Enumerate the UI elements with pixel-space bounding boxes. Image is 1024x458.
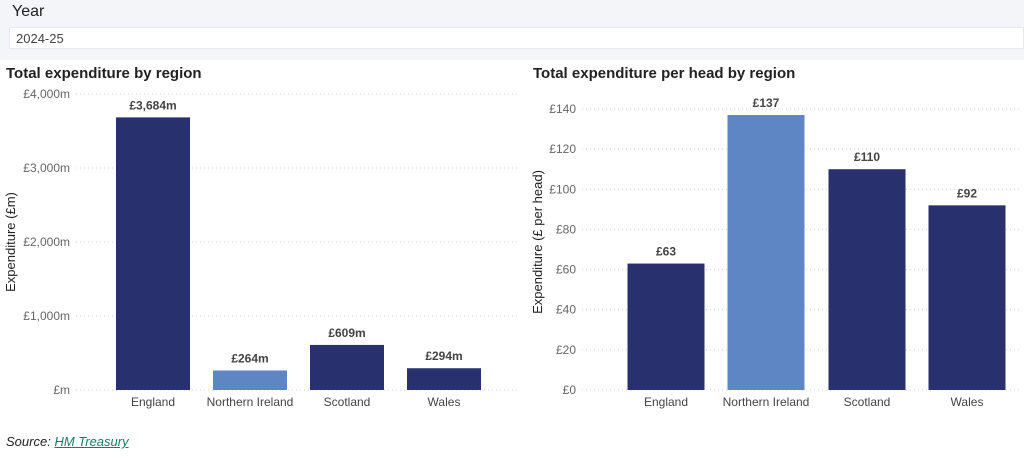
data-label: £110: [854, 150, 880, 164]
y-tick-label: £2,000m: [23, 235, 70, 249]
source-label: Source:: [6, 434, 51, 449]
bar-wales: [407, 368, 481, 390]
x-tick-label: England: [644, 395, 688, 409]
y-tick-label: £0: [563, 383, 577, 397]
y-tick-label: £80: [556, 222, 576, 236]
data-label: £92: [957, 186, 977, 200]
data-label: £63: [656, 245, 676, 259]
y-tick-label: £120: [549, 142, 576, 156]
data-label: £294m: [425, 349, 462, 363]
y-tick-label: £20: [556, 343, 576, 357]
y-tick-label: £140: [549, 102, 576, 116]
data-label: £137: [753, 96, 780, 110]
source-note: Source: HM Treasury: [6, 434, 129, 449]
bar-northern-ireland: [727, 115, 805, 391]
bar-wales: [928, 205, 1006, 390]
y-tick-label: £3,000m: [23, 161, 70, 175]
bar-scotland: [828, 169, 906, 390]
x-tick-label: Wales: [428, 395, 461, 409]
y-tick-label: £4,000m: [23, 87, 70, 101]
bar-england: [627, 263, 705, 390]
x-tick-label: Northern Ireland: [723, 395, 810, 409]
y-tick-label: £100: [549, 182, 576, 196]
x-tick-label: England: [131, 395, 175, 409]
data-label: £609m: [328, 326, 365, 340]
bar-england: [116, 117, 190, 390]
x-tick-label: Scotland: [324, 395, 371, 409]
y-tick-label: £60: [556, 263, 576, 277]
year-select[interactable]: 2024-25: [9, 27, 1024, 49]
bar-northern-ireland: [213, 370, 287, 390]
y-axis-label: Expenditure (£ per head): [530, 170, 545, 314]
x-tick-label: Scotland: [844, 395, 891, 409]
y-tick-label: £m: [53, 383, 70, 397]
x-tick-label: Northern Ireland: [207, 395, 294, 409]
y-tick-label: £1,000m: [23, 309, 70, 323]
y-axis-label: Expenditure (£m): [3, 192, 18, 292]
chart-1: Total expenditure by region £m £1,000m £2,0…: [3, 65, 520, 409]
y-tick-label: £40: [556, 303, 576, 317]
data-label: £264m: [231, 351, 268, 365]
source-link[interactable]: HM Treasury: [54, 434, 129, 449]
x-tick-label: Wales: [951, 395, 984, 409]
bar-scotland: [310, 344, 384, 390]
chart-title: Total expenditure per head by region: [533, 65, 795, 82]
data-label: £3,684m: [129, 98, 176, 112]
chart-title: Total expenditure by region: [6, 65, 202, 82]
year-filter: Year 2024-25: [0, 0, 1024, 60]
year-filter-label: Year: [12, 3, 45, 20]
chart-2: Total expenditure per head by region £0 £2…: [530, 65, 1020, 409]
